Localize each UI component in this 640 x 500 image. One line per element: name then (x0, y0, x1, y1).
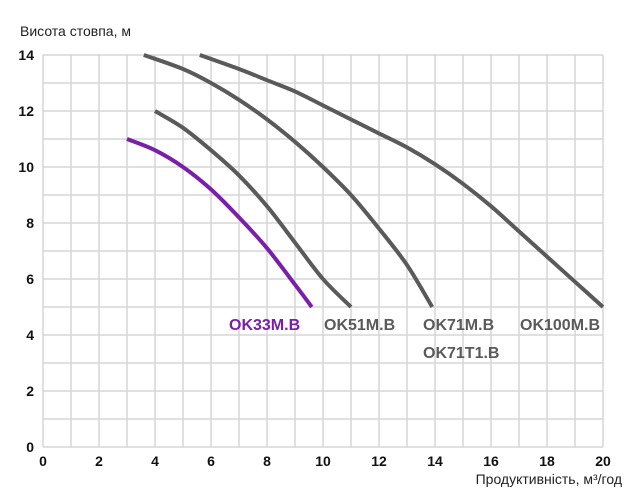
grid (42, 54, 604, 448)
x-tick-label: 14 (427, 453, 443, 469)
x-axis-label: Продуктивність, м³/год (476, 471, 622, 487)
y-tick-label: 0 (26, 439, 34, 455)
y-tick-label: 6 (26, 271, 34, 287)
series-line-ok33mb (126, 137, 314, 309)
tick-labels: 0 2 4 6 8 10 12 14 16 18 20 0 2 4 6 8 10 12 14 (18, 47, 611, 469)
series-label-ok71t1: OK71T1.B (423, 345, 499, 362)
x-tick-label: 0 (39, 453, 47, 469)
y-tick-label: 14 (18, 47, 34, 63)
x-tick-label: 16 (483, 453, 499, 469)
x-tick-label: 4 (151, 453, 159, 469)
series-line-ok71mb (143, 53, 434, 309)
x-tick-label: 18 (539, 453, 555, 469)
x-tick-label: 8 (263, 453, 271, 469)
series-lines (126, 53, 605, 309)
y-tick-label: 12 (18, 103, 34, 119)
series-label-ok71m: OK71M.B (423, 317, 494, 334)
series-label-ok51m: OK51M.B (324, 317, 395, 334)
series-label-ok100m: OK100M.B (520, 317, 600, 334)
series-line-ok51mb (153, 109, 353, 309)
y-tick-label: 10 (18, 159, 34, 175)
x-tick-label: 6 (207, 453, 215, 469)
series-label-ok33m: OK33M.B (229, 317, 300, 334)
x-tick-label: 12 (371, 453, 387, 469)
x-tick-label: 10 (315, 453, 331, 469)
series-line-ok100mb (199, 53, 605, 309)
x-tick-label: 20 (595, 453, 611, 469)
y-tick-label: 2 (26, 383, 34, 399)
y-axis-label: Висота стовпа, м (20, 23, 131, 39)
x-tick-label: 2 (95, 453, 103, 469)
y-tick-label: 8 (26, 215, 34, 231)
y-tick-label: 4 (26, 327, 34, 343)
